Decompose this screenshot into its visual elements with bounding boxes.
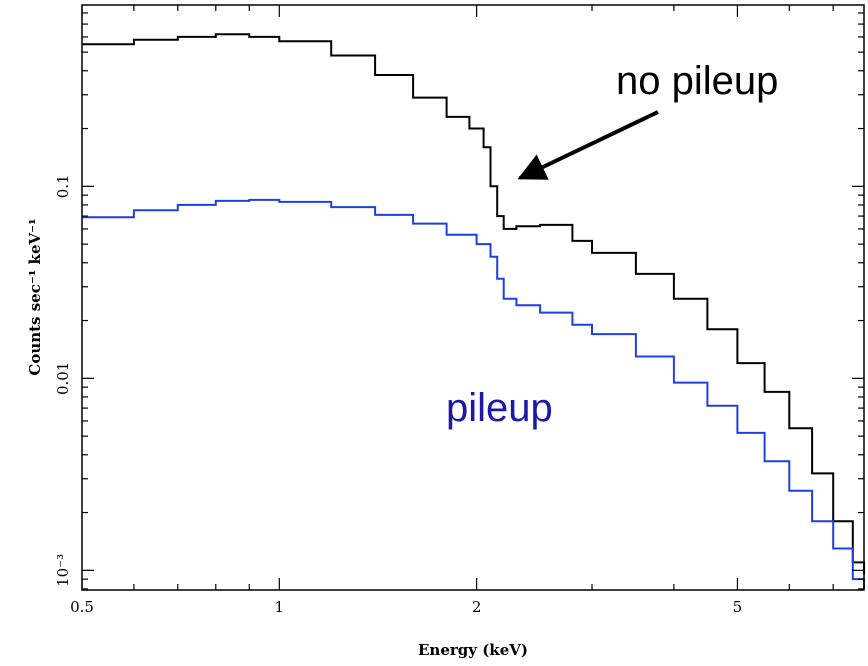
series-line-pileup [82, 198, 865, 589]
axes-layer: 0.5 1 2 5 0.1 0.01 10⁻³ [54, 5, 864, 616]
y-axis-label: Counts sec⁻¹ keV⁻¹ [26, 218, 44, 375]
x-axis-label: Energy (keV) [418, 641, 528, 659]
x-tick-label: 5 [733, 598, 743, 616]
y-tick-label: 0.01 [54, 362, 72, 395]
y-tick-label: 10⁻³ [54, 554, 72, 587]
y-tick-label: 0.1 [54, 174, 72, 198]
x-tick-label: 0.5 [70, 598, 94, 616]
x-tick-label: 2 [472, 598, 482, 616]
series-line-no-pileup [82, 33, 865, 575]
plot-frame [81, 4, 865, 591]
series-layer [82, 33, 865, 589]
annotation-arrow [517, 110, 659, 180]
annotation-pileup: pileup [446, 386, 553, 430]
x-tick-label: 1 [275, 598, 285, 616]
annotation-no-pileup: no pileup [616, 59, 778, 103]
